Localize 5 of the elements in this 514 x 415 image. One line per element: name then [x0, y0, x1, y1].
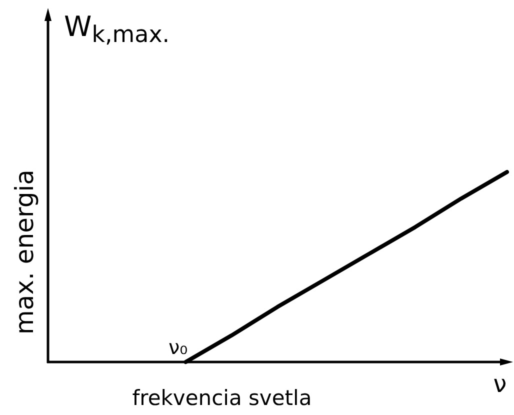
text: W$_{k,max.}$ — [64, 10, 170, 48]
x-axis-title: frekvencia svetla — [132, 386, 312, 410]
annotation: ν₀ — [168, 335, 188, 359]
text: ν — [493, 370, 507, 398]
y-axis-title: max. energia — [10, 170, 39, 334]
